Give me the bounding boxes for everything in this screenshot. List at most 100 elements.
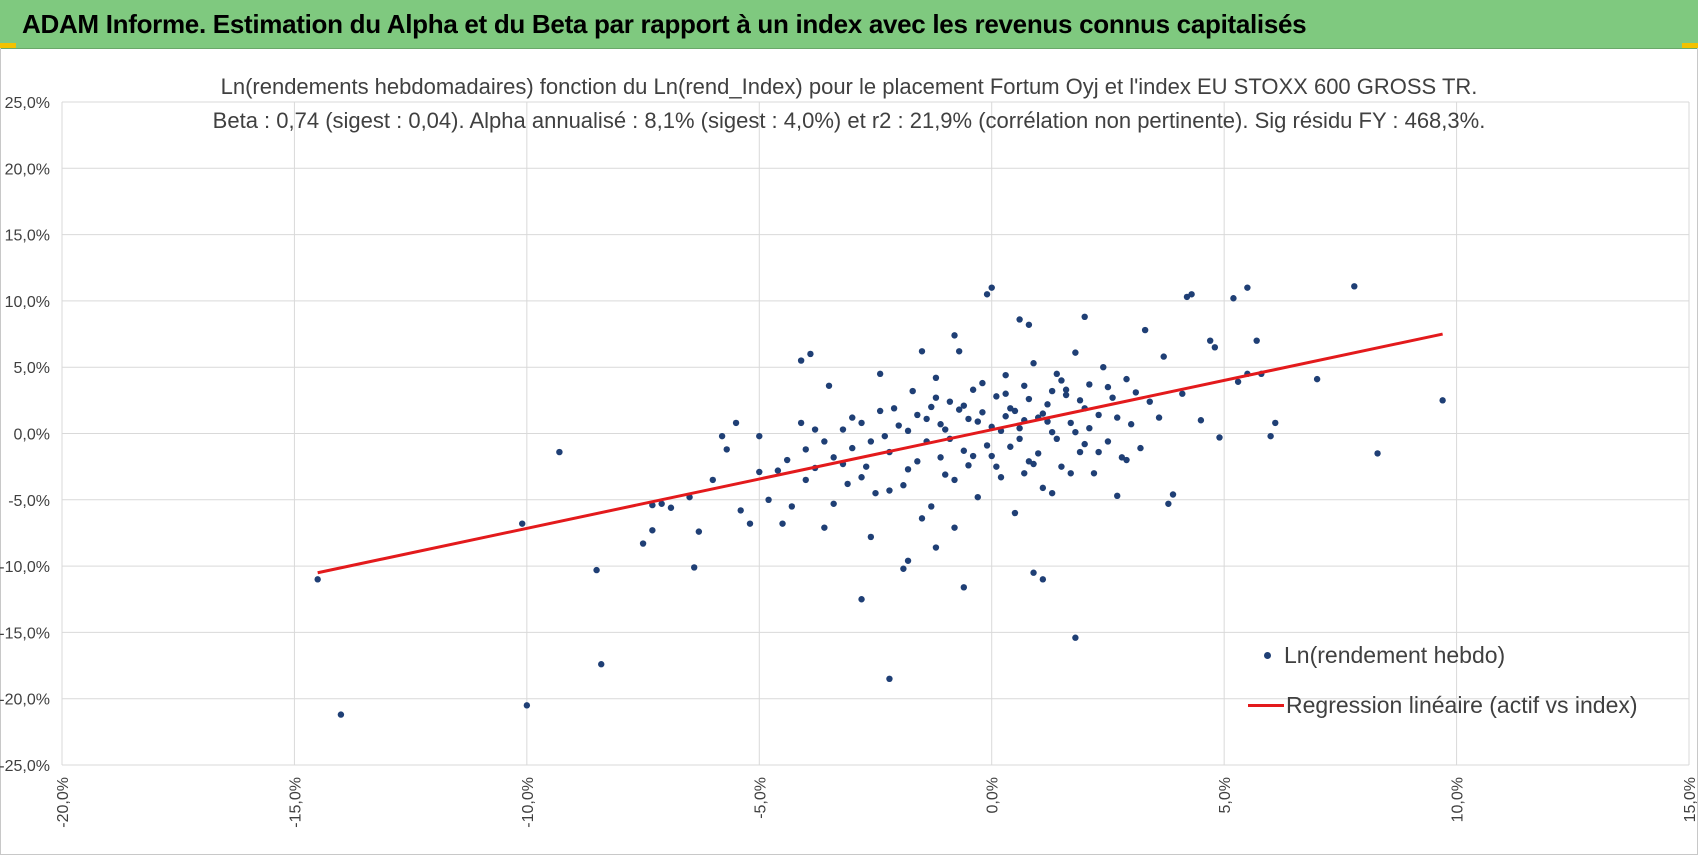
y-tick-label: 25,0% bbox=[5, 95, 50, 112]
data-point bbox=[765, 496, 772, 503]
data-point bbox=[858, 419, 865, 427]
y-tick-label: 0,0% bbox=[14, 427, 50, 444]
x-tick-label: -5,0% bbox=[752, 777, 769, 819]
data-point bbox=[988, 284, 995, 291]
data-point bbox=[1007, 405, 1014, 412]
data-point bbox=[797, 419, 805, 427]
data-point bbox=[983, 291, 991, 298]
data-point bbox=[960, 584, 968, 591]
data-point bbox=[1230, 295, 1237, 302]
data-point bbox=[1002, 371, 1009, 379]
data-point bbox=[830, 500, 837, 507]
data-point bbox=[932, 374, 940, 382]
data-point bbox=[1072, 349, 1079, 356]
legend-entry-points: Ln(rendement hebdo) bbox=[1250, 640, 1505, 670]
data-point bbox=[1086, 381, 1093, 388]
data-point bbox=[1439, 397, 1446, 404]
data-point bbox=[732, 419, 740, 427]
data-point bbox=[1021, 382, 1028, 389]
data-point bbox=[779, 520, 786, 527]
data-point bbox=[946, 398, 954, 405]
data-point bbox=[951, 476, 958, 484]
data-point bbox=[695, 528, 703, 535]
data-point bbox=[1114, 414, 1121, 421]
data-point bbox=[593, 566, 600, 574]
data-point bbox=[1267, 432, 1274, 440]
data-point bbox=[960, 447, 968, 454]
data-point bbox=[1025, 458, 1033, 465]
data-point bbox=[979, 379, 986, 387]
data-point bbox=[825, 382, 833, 389]
grid-layer bbox=[61, 101, 1690, 766]
data-point bbox=[928, 403, 935, 411]
data-point bbox=[821, 438, 828, 445]
data-point bbox=[598, 661, 605, 668]
data-point bbox=[997, 474, 1005, 481]
data-point bbox=[556, 448, 563, 456]
data-point bbox=[1062, 386, 1070, 393]
x-tick-label: -10,0% bbox=[520, 777, 537, 828]
data-point bbox=[1072, 428, 1079, 436]
data-point bbox=[863, 463, 870, 470]
data-point bbox=[1104, 383, 1112, 391]
data-point bbox=[756, 468, 763, 476]
data-point bbox=[797, 357, 805, 364]
legend-label-regression: Regression linéaire (actif vs index) bbox=[1286, 691, 1638, 718]
data-point bbox=[942, 471, 949, 478]
data-point bbox=[1160, 353, 1167, 360]
x-tick-label: -15,0% bbox=[287, 777, 304, 828]
data-point bbox=[523, 702, 531, 709]
line-layer bbox=[317, 332, 1443, 575]
data-point bbox=[1025, 321, 1033, 328]
data-point bbox=[849, 444, 856, 452]
data-point bbox=[904, 557, 912, 564]
data-point bbox=[1039, 484, 1047, 492]
data-point bbox=[1146, 398, 1153, 405]
data-point bbox=[1095, 411, 1102, 419]
data-point bbox=[900, 565, 907, 572]
data-point bbox=[1351, 283, 1358, 290]
data-point bbox=[821, 524, 828, 531]
data-point bbox=[1007, 443, 1014, 450]
data-point bbox=[1253, 337, 1260, 344]
data-point bbox=[658, 500, 665, 507]
data-point bbox=[1137, 444, 1144, 452]
data-point bbox=[1234, 378, 1242, 385]
data-point bbox=[951, 524, 958, 531]
data-point bbox=[1374, 450, 1381, 457]
y-tick-label: 10,0% bbox=[5, 294, 50, 311]
data-point bbox=[951, 332, 958, 339]
data-point bbox=[900, 482, 907, 489]
data-point bbox=[849, 414, 856, 421]
data-point bbox=[988, 452, 995, 460]
legend-label-points: Ln(rendement hebdo) bbox=[1284, 641, 1506, 668]
data-point bbox=[1114, 492, 1121, 500]
data-point bbox=[872, 489, 879, 497]
data-point bbox=[1179, 390, 1186, 397]
data-point bbox=[1002, 390, 1009, 397]
corner-mark-right bbox=[1682, 43, 1698, 48]
data-point bbox=[1109, 394, 1116, 401]
data-point bbox=[802, 476, 809, 484]
y-tick-label: 20,0% bbox=[5, 161, 50, 178]
chart-subtitle: Beta : 0,74 (sigest : 0,04). Alpha annua… bbox=[212, 108, 1486, 133]
x-tick-label: -20,0% bbox=[55, 777, 72, 828]
data-point bbox=[1244, 284, 1251, 291]
y-tick-label: -15,0% bbox=[0, 625, 50, 642]
data-point bbox=[886, 487, 893, 494]
data-point bbox=[1081, 313, 1088, 321]
data-point bbox=[1123, 456, 1130, 464]
data-point bbox=[1067, 470, 1074, 477]
tick-layer: 25,0% 20,0% 15,0% 10,0% 5,0% 0,0% -5,0% -10,0% -… bbox=[0, 95, 1698, 828]
data-point bbox=[1211, 344, 1219, 351]
data-point bbox=[858, 596, 865, 603]
data-point bbox=[1165, 500, 1172, 507]
data-point bbox=[979, 409, 986, 416]
legend-marker-line bbox=[1248, 690, 1286, 720]
data-point bbox=[932, 544, 940, 551]
data-point bbox=[983, 442, 991, 449]
x-tick-label: 15,0% bbox=[1682, 777, 1698, 822]
data-point bbox=[1076, 448, 1084, 456]
data-point bbox=[965, 415, 972, 423]
